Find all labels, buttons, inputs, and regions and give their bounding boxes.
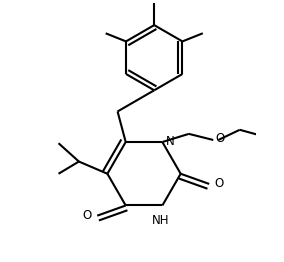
Text: NH: NH xyxy=(152,214,169,227)
Text: O: O xyxy=(214,177,224,190)
Text: O: O xyxy=(83,209,92,222)
Text: N: N xyxy=(165,134,174,148)
Text: O: O xyxy=(215,133,225,145)
